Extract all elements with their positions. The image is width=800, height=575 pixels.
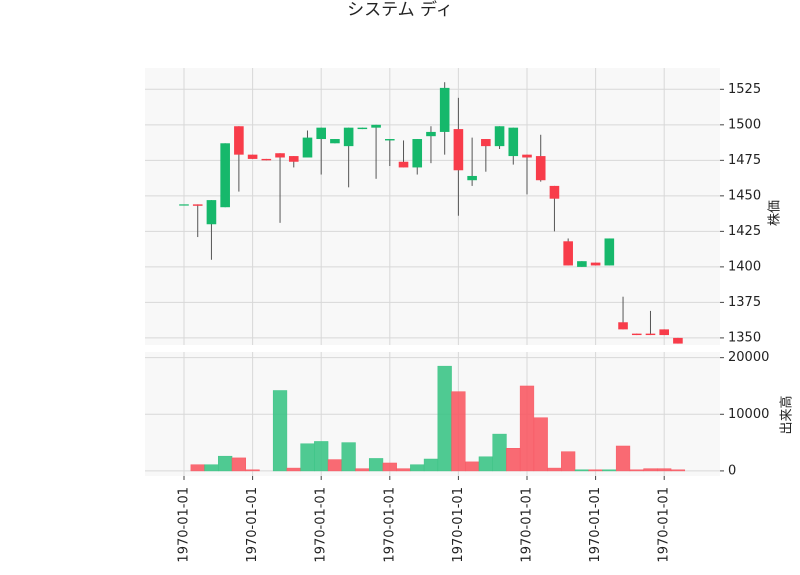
volume-bar [615,445,631,472]
volume-bar [465,461,480,472]
candle-body [453,129,464,171]
x-tick-label: 1970-01-01 [314,487,329,563]
candle-body [220,143,230,208]
volume-bar [190,464,205,472]
volume-bar [547,467,562,472]
y-tick-label: 10000 [728,407,769,422]
candle-body [508,127,519,157]
volume-bar [396,468,411,472]
candle-body [385,139,395,141]
volume-bar [561,451,576,472]
y-tick-label: 1525 [728,82,761,97]
y-tick-label: 20000 [728,350,769,365]
candle-body [398,161,409,168]
volume-bar [629,469,644,472]
volume-bar [506,448,521,472]
x-tick-label: 1970-01-01 [520,487,535,563]
candle-body [302,137,313,158]
candle-body [247,154,258,159]
volume-bar [382,462,397,472]
candle-body [316,127,326,140]
candle-body [357,127,368,130]
candle-body [577,261,587,267]
volume-bar [231,457,246,472]
candle-body [494,126,505,147]
candle-body [288,156,299,162]
candle-body [330,139,340,144]
candle-body [563,241,573,266]
candle-body [192,204,203,206]
candle-body [645,333,656,336]
x-tick-label: 1970-01-01 [245,487,260,563]
volume-bar [423,458,439,472]
volume-bar [314,441,329,472]
candle-body [412,139,423,168]
candle-body [343,127,354,147]
y-tick-label: 1375 [728,295,761,310]
chart-title: システム ディ [347,0,453,20]
candle-body [371,124,381,128]
candle-body [439,87,450,132]
volume-bar [368,458,384,472]
x-tick-label: 1970-01-01 [177,487,192,563]
volume-bar [300,443,315,472]
volume-bar [410,464,425,472]
candle-body [179,204,189,206]
volume-bar [492,433,507,472]
y-tick-label: 1400 [728,259,761,274]
candle-body [467,175,477,181]
x-tick-label: 1970-01-01 [382,487,397,563]
volume-bar [533,417,548,472]
volume-bar [245,469,260,472]
volume-bar [437,365,452,472]
volume-bar [643,468,658,472]
volume-bar [286,467,301,472]
volume-bar [574,469,589,472]
volume-bar [272,390,288,472]
candle-body [604,238,615,266]
candle-body [618,322,628,330]
x-tick-label: 1970-01-01 [588,487,603,563]
candle-body [549,185,560,199]
x-tick-label: 1970-01-01 [451,487,466,563]
candle-body [275,153,285,158]
candle-body [481,139,491,147]
x-tick-label: 1970-01-01 [657,487,672,563]
volume-bar [355,468,370,472]
volume-bar [204,464,219,472]
candle-body [535,156,546,181]
volume-bar [218,455,233,472]
candle-body [426,131,436,137]
volume-bar [657,468,672,472]
y-tick-label: 1500 [728,117,761,132]
volume-bar [341,442,356,472]
y-tick-label: 1475 [728,153,761,168]
volume-bar [327,459,343,472]
volume-bar [451,391,466,472]
candle-body [673,337,683,344]
price-panel [145,68,720,345]
y-tick-label: 1425 [728,224,761,239]
candle-body [234,126,244,155]
volume-bar [588,469,603,472]
volume-bar [670,469,686,472]
volume-bar [478,456,493,472]
y-tick-label: 0 [728,463,736,478]
candle-body [522,154,532,158]
volume-axis-label: 出来高 [779,395,795,434]
candle-body [631,333,642,336]
y-axis-label: 株価 [768,200,783,226]
candle-body [659,329,669,336]
y-tick-label: 1350 [728,330,761,345]
volume-bar [519,385,535,472]
candle-body [206,200,217,225]
volume-bar [602,469,617,472]
candle-body [590,262,601,266]
y-tick-label: 1450 [728,188,761,203]
candle-body [261,158,272,161]
